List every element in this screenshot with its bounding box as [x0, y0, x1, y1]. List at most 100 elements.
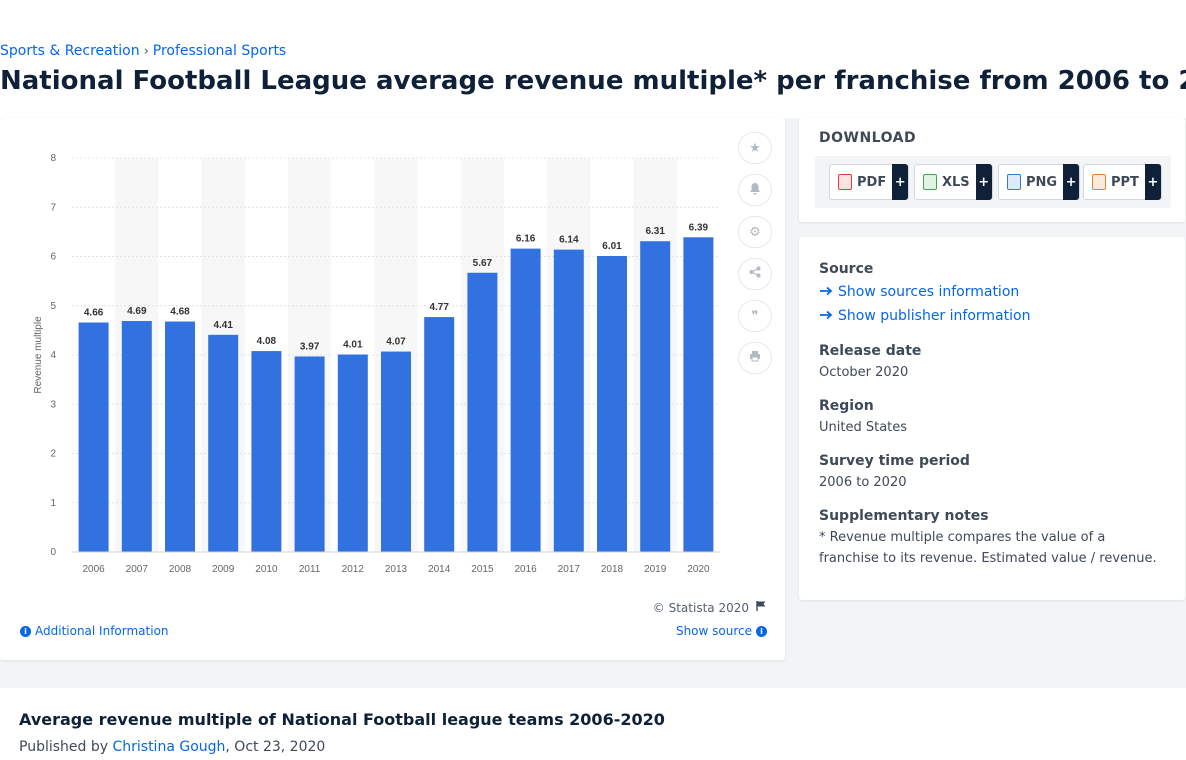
page-title: National Football League average revenue… — [0, 66, 1186, 96]
x-tick-label: 2008 — [169, 564, 192, 575]
y-tick-label: 3 — [50, 399, 56, 410]
data-label: 6.14 — [559, 235, 579, 246]
description-title: Average revenue multiple of National Foo… — [19, 710, 665, 729]
data-label: 4.68 — [170, 307, 190, 318]
x-tick-label: 2006 — [82, 564, 105, 575]
x-tick-label: 2017 — [558, 564, 581, 575]
data-label: 4.07 — [386, 337, 406, 348]
share-button[interactable] — [738, 258, 772, 290]
copyright-text: © Statista 2020 — [652, 600, 749, 615]
plus-icon: + — [1063, 164, 1080, 200]
region-value: United States — [819, 420, 908, 435]
breadcrumb: Sports & Recreation › Professional Sport… — [0, 43, 286, 59]
download-ppt-button[interactable]: PPT + — [1083, 164, 1162, 200]
arrow-right-icon — [819, 308, 833, 324]
bar — [424, 317, 455, 552]
download-row: PDF + XLS + PNG + PPT + — [815, 156, 1171, 208]
download-png-label: PNG — [1026, 174, 1058, 190]
release-date-value: October 2020 — [819, 365, 909, 380]
download-title: DOWNLOAD — [819, 130, 917, 146]
info-icon: i — [20, 625, 31, 637]
favorite-button[interactable]: ★ — [738, 132, 772, 164]
published-date: , Oct 23, 2020 — [225, 739, 326, 755]
show-source-link[interactable]: Show source i — [676, 624, 767, 638]
data-label: 6.31 — [645, 226, 665, 237]
bar — [121, 321, 152, 552]
supplementary-notes-heading: Supplementary notes — [819, 508, 989, 524]
breadcrumb-item-professional-sports[interactable]: Professional Sports — [152, 43, 287, 59]
data-label: 4.08 — [257, 336, 277, 347]
y-tick-label: 4 — [50, 350, 56, 361]
bar — [381, 351, 411, 552]
x-tick-label: 2011 — [299, 564, 321, 575]
x-tick-label: 2020 — [687, 564, 710, 575]
plus-icon: + — [1144, 164, 1161, 200]
published-by: Published by Christina Gough, Oct 23, 20… — [19, 739, 325, 755]
x-tick-label: 2015 — [471, 564, 494, 575]
data-label: 3.97 — [300, 341, 320, 352]
download-png-button[interactable]: PNG + — [998, 164, 1081, 200]
metadata-card: Source Show sources information Show pub… — [799, 237, 1185, 600]
data-label: 4.41 — [213, 320, 233, 331]
x-tick-label: 2013 — [385, 564, 408, 575]
plus-icon: + — [892, 164, 909, 200]
data-label: 4.69 — [127, 306, 147, 317]
x-tick-label: 2016 — [514, 564, 537, 575]
additional-info-link[interactable]: i Additional Information — [20, 624, 169, 638]
source-heading: Source — [819, 261, 874, 277]
y-tick-label: 0 — [50, 547, 56, 558]
quote-icon: ❞ — [751, 308, 759, 324]
star-icon: ★ — [749, 140, 761, 156]
y-tick-label: 8 — [50, 153, 56, 164]
gear-icon: ⚙ — [749, 224, 761, 240]
bar — [208, 334, 239, 552]
y-tick-label: 7 — [50, 202, 56, 213]
show-source-label: Show source — [675, 624, 752, 638]
survey-period-heading: Survey time period — [819, 453, 970, 469]
data-label: 4.01 — [343, 340, 363, 351]
y-tick-label: 1 — [50, 498, 56, 509]
show-sources-link[interactable]: Show sources information — [819, 284, 1019, 300]
flag-icon[interactable] — [755, 600, 767, 615]
bar — [597, 256, 627, 552]
bell-icon — [749, 182, 761, 199]
xls-file-icon — [923, 174, 937, 190]
print-button[interactable] — [738, 342, 772, 374]
bar — [78, 322, 109, 552]
additional-info-label: Additional Information — [35, 624, 169, 638]
download-xls-button[interactable]: XLS + — [914, 164, 993, 200]
header-band — [0, 0, 1186, 118]
author-link[interactable]: Christina Gough — [112, 739, 226, 755]
bar — [467, 272, 498, 552]
download-pdf-button[interactable]: PDF + — [829, 164, 910, 200]
breadcrumb-item-sports[interactable]: Sports & Recreation — [0, 43, 140, 59]
y-tick-label: 5 — [50, 301, 56, 312]
x-tick-label: 2012 — [342, 564, 365, 575]
download-xls-label: XLS — [942, 174, 970, 190]
bar — [683, 237, 714, 552]
data-label: 4.66 — [84, 307, 104, 318]
x-tick-label: 2014 — [428, 564, 451, 575]
settings-button[interactable]: ⚙ — [738, 216, 772, 248]
show-publisher-link[interactable]: Show publisher information — [819, 308, 1030, 324]
info-icon: i — [756, 625, 767, 637]
bar — [294, 356, 325, 552]
y-axis-label: Revenue multiple — [33, 316, 44, 394]
description-card: Average revenue multiple of National Foo… — [0, 688, 1186, 760]
chart-toolbar: ★ ⚙ ❞ — [738, 132, 772, 374]
download-card: DOWNLOAD PDF + XLS + PNG + PPT + — [799, 118, 1185, 222]
data-label: 6.39 — [689, 222, 709, 233]
bar — [337, 354, 368, 552]
share-icon — [749, 266, 761, 282]
png-file-icon — [1007, 174, 1021, 190]
bar — [640, 241, 671, 553]
bar — [553, 249, 584, 553]
survey-period-value: 2006 to 2020 — [819, 475, 907, 490]
print-icon — [749, 350, 761, 366]
data-label: 6.01 — [602, 241, 622, 252]
show-sources-label: Show sources information — [838, 284, 1020, 300]
pdf-file-icon — [838, 174, 852, 190]
notification-button[interactable] — [738, 174, 772, 206]
cite-button[interactable]: ❞ — [738, 300, 772, 332]
x-tick-label: 2007 — [126, 564, 149, 575]
